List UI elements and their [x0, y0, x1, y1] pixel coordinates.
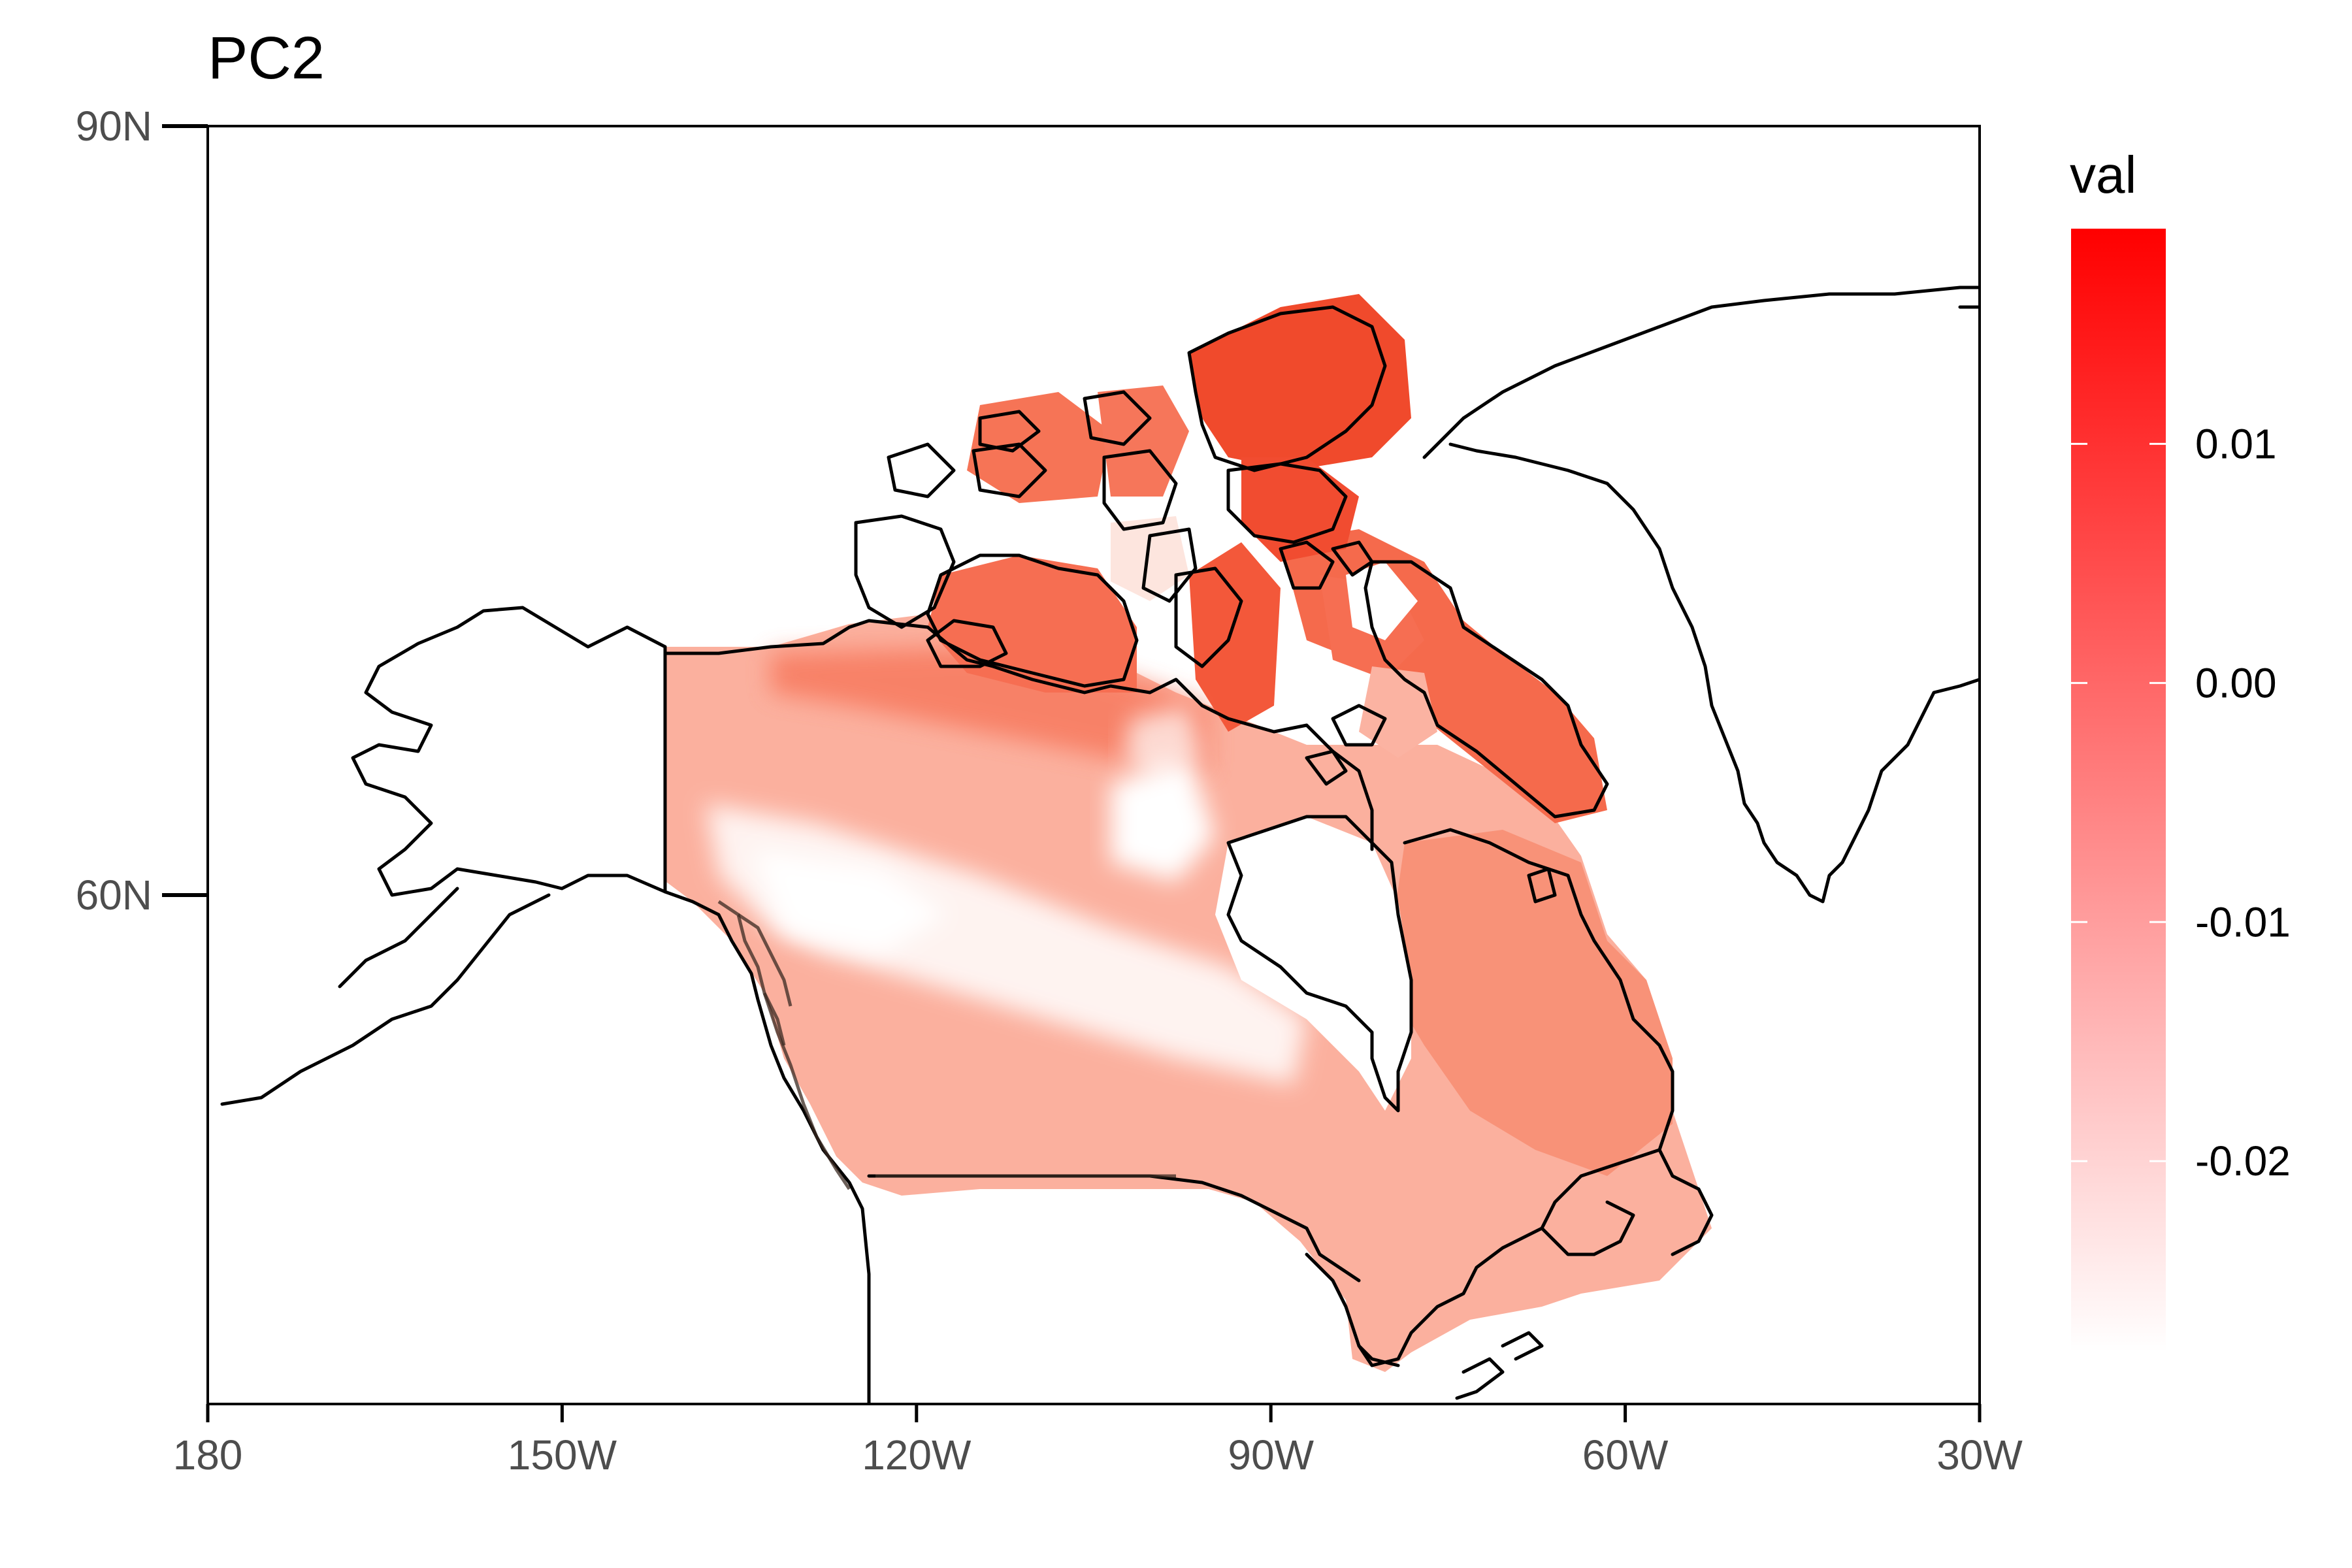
x-tick-label: 30W — [1936, 1431, 2023, 1478]
y-axis: 90N 60N — [76, 103, 208, 919]
heat-field — [666, 294, 1712, 1372]
legend-tick-label: -0.01 — [2195, 898, 2291, 945]
x-tick-label: 150W — [508, 1431, 617, 1478]
x-tick-label: 60W — [1582, 1431, 1669, 1478]
legend-tick-label: 0.01 — [2195, 420, 2277, 467]
x-axis: 180 150W 120W 90W 60W 30W — [173, 1404, 2023, 1478]
map-panel — [220, 286, 1980, 1404]
x-tick-label: 90W — [1228, 1431, 1314, 1478]
y-tick-label: 60N — [76, 872, 152, 919]
y-tick-label: 90N — [76, 103, 152, 150]
legend-ticks: 0.01 0.00 -0.01 -0.02 — [2071, 420, 2291, 1184]
legend: val 0.01 0.00 -0.01 -0.02 — [2070, 146, 2291, 1352]
legend-colorbar — [2071, 229, 2166, 1352]
panel-border — [206, 125, 1981, 1405]
legend-tick-label: 0.00 — [2195, 659, 2277, 706]
x-tick-label: 180 — [173, 1431, 243, 1478]
x-tick-label: 120W — [862, 1431, 972, 1478]
map-title: PC2 — [208, 25, 325, 91]
legend-title: val — [2070, 146, 2136, 204]
legend-tick-label: -0.02 — [2195, 1137, 2291, 1184]
